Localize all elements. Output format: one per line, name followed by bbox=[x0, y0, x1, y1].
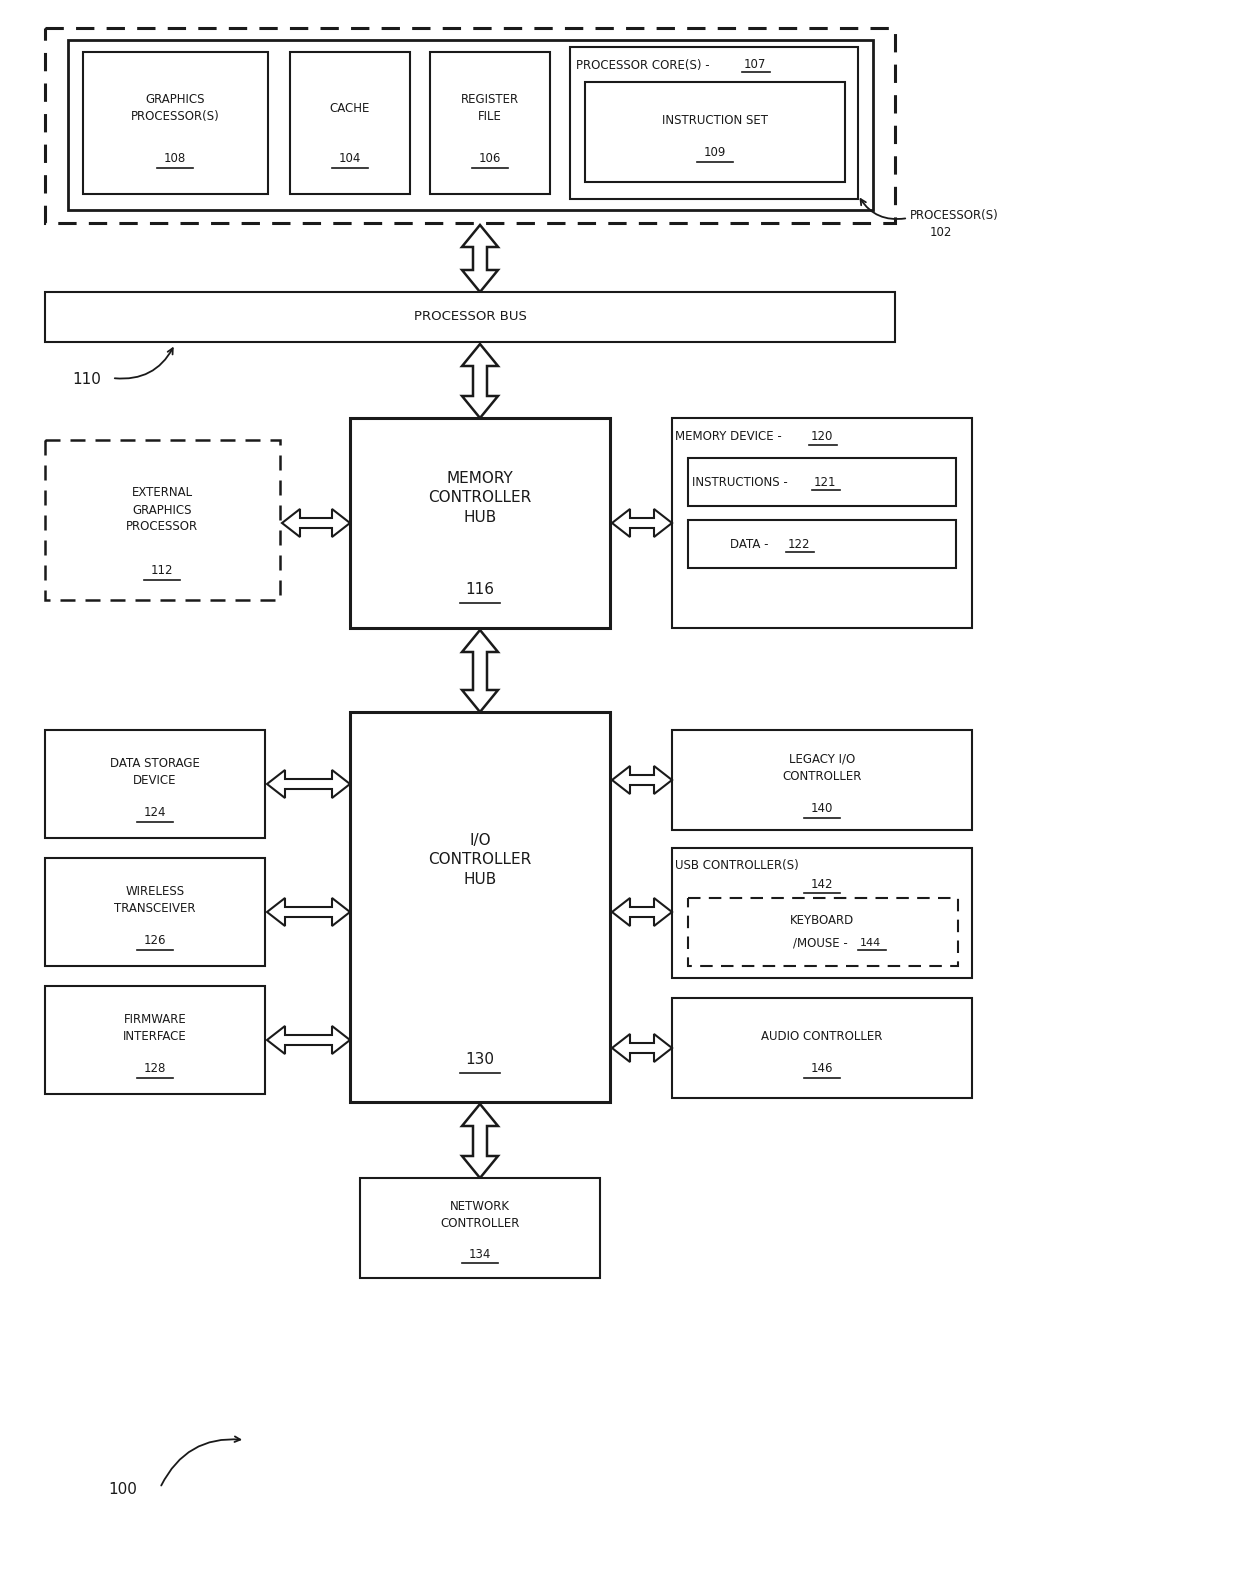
Polygon shape bbox=[613, 509, 672, 536]
Polygon shape bbox=[281, 509, 350, 536]
Text: 104: 104 bbox=[339, 152, 361, 164]
Text: I/O
CONTROLLER
HUB: I/O CONTROLLER HUB bbox=[428, 833, 532, 887]
Text: MEMORY DEVICE -: MEMORY DEVICE - bbox=[675, 431, 785, 444]
Text: AUDIO CONTROLLER: AUDIO CONTROLLER bbox=[761, 1029, 883, 1042]
Polygon shape bbox=[463, 225, 498, 292]
Polygon shape bbox=[463, 630, 498, 712]
Bar bbox=[585, 81, 844, 182]
Text: USB CONTROLLER(S): USB CONTROLLER(S) bbox=[675, 860, 799, 873]
Text: 122: 122 bbox=[787, 538, 811, 551]
Text: FIRMWARE
INTERFACE: FIRMWARE INTERFACE bbox=[123, 1013, 187, 1044]
Polygon shape bbox=[267, 1026, 350, 1053]
Text: INSTRUCTION SET: INSTRUCTION SET bbox=[662, 113, 768, 126]
Bar bbox=[45, 440, 280, 600]
Polygon shape bbox=[613, 766, 672, 793]
Polygon shape bbox=[267, 769, 350, 798]
Polygon shape bbox=[463, 345, 498, 418]
Text: PROCESSOR BUS: PROCESSOR BUS bbox=[414, 311, 527, 324]
Bar bbox=[350, 712, 610, 1101]
Text: CACHE: CACHE bbox=[330, 102, 371, 115]
Text: PROCESSOR CORE(S) -: PROCESSOR CORE(S) - bbox=[577, 59, 713, 72]
Polygon shape bbox=[463, 1104, 498, 1178]
Text: 140: 140 bbox=[811, 801, 833, 814]
Bar bbox=[83, 53, 268, 195]
Bar bbox=[45, 859, 265, 966]
Text: 107: 107 bbox=[744, 59, 766, 72]
Text: NETWORK
CONTROLLER: NETWORK CONTROLLER bbox=[440, 1200, 520, 1231]
Bar bbox=[360, 1178, 600, 1278]
Text: 128: 128 bbox=[144, 1061, 166, 1074]
Text: PROCESSOR(S): PROCESSOR(S) bbox=[910, 209, 998, 222]
Text: MEMORY
CONTROLLER
HUB: MEMORY CONTROLLER HUB bbox=[428, 471, 532, 525]
Text: WIRELESS
TRANSCEIVER: WIRELESS TRANSCEIVER bbox=[114, 886, 196, 915]
Bar bbox=[688, 520, 956, 568]
Bar bbox=[350, 418, 610, 627]
Bar bbox=[672, 729, 972, 830]
Text: DATA -: DATA - bbox=[730, 538, 773, 551]
Text: 108: 108 bbox=[164, 152, 186, 164]
Bar bbox=[430, 53, 551, 195]
Text: 106: 106 bbox=[479, 152, 501, 164]
Text: DATA STORAGE
DEVICE: DATA STORAGE DEVICE bbox=[110, 757, 200, 787]
Text: 142: 142 bbox=[811, 878, 833, 891]
Text: 116: 116 bbox=[465, 583, 495, 597]
Text: 126: 126 bbox=[144, 934, 166, 946]
Bar bbox=[45, 292, 895, 342]
Text: /MOUSE -: /MOUSE - bbox=[792, 937, 851, 950]
Text: GRAPHICS
PROCESSOR(S): GRAPHICS PROCESSOR(S) bbox=[130, 93, 219, 123]
Bar bbox=[672, 998, 972, 1098]
Text: 134: 134 bbox=[469, 1248, 491, 1261]
Text: 109: 109 bbox=[704, 145, 727, 158]
Text: KEYBOARD: KEYBOARD bbox=[790, 913, 854, 927]
Text: 130: 130 bbox=[465, 1052, 495, 1068]
Polygon shape bbox=[267, 899, 350, 926]
Bar bbox=[570, 46, 858, 200]
Text: LEGACY I/O
CONTROLLER: LEGACY I/O CONTROLLER bbox=[782, 753, 862, 784]
Text: 112: 112 bbox=[151, 563, 174, 576]
Text: 102: 102 bbox=[930, 225, 952, 238]
Bar bbox=[688, 458, 956, 506]
Text: 100: 100 bbox=[108, 1483, 136, 1497]
Polygon shape bbox=[613, 1034, 672, 1061]
Bar bbox=[45, 729, 265, 838]
Text: 146: 146 bbox=[811, 1061, 833, 1074]
Text: 110: 110 bbox=[72, 372, 100, 388]
Bar bbox=[672, 418, 972, 627]
Text: INSTRUCTIONS -: INSTRUCTIONS - bbox=[692, 476, 791, 488]
Bar bbox=[45, 29, 895, 223]
Polygon shape bbox=[613, 899, 672, 926]
Bar bbox=[45, 986, 265, 1093]
Text: REGISTER
FILE: REGISTER FILE bbox=[461, 93, 520, 123]
Bar bbox=[688, 899, 959, 966]
Text: 144: 144 bbox=[861, 938, 882, 948]
Text: EXTERNAL
GRAPHICS
PROCESSOR: EXTERNAL GRAPHICS PROCESSOR bbox=[126, 487, 198, 533]
Text: 121: 121 bbox=[813, 476, 837, 488]
Text: 120: 120 bbox=[811, 431, 833, 444]
Bar bbox=[68, 40, 873, 211]
Text: 124: 124 bbox=[144, 806, 166, 819]
Bar bbox=[672, 847, 972, 978]
Bar bbox=[290, 53, 410, 195]
